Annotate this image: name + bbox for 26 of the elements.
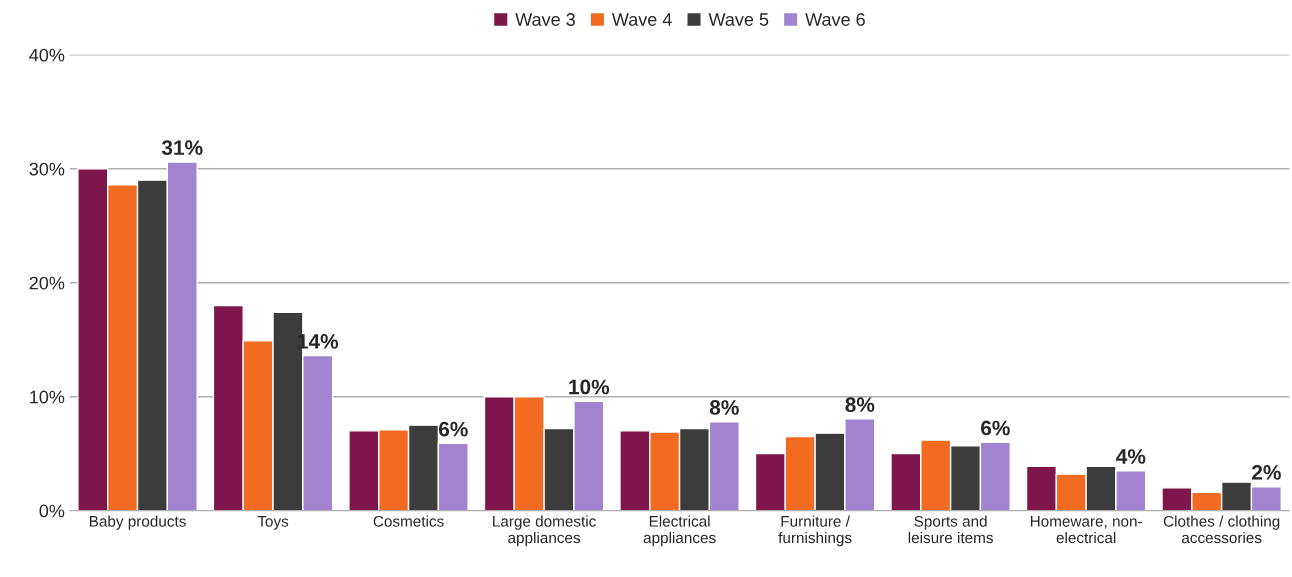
- data-label: 8%: [845, 397, 875, 413]
- data-label: 6%: [438, 421, 468, 437]
- x-tick-label: Cosmetics: [373, 515, 444, 527]
- data-label: 4%: [1116, 449, 1146, 464]
- x-tick-label: Sports and leisure items: [908, 515, 993, 544]
- data-label: 8%: [709, 400, 739, 415]
- y-tick-label: 0%: [39, 504, 65, 518]
- legend-label: Wave 5: [708, 13, 769, 26]
- x-tick-label: Baby products: [89, 515, 186, 530]
- x-tick-label: Clothes / clothing accessories: [1163, 515, 1280, 544]
- x-tick-label: Furniture / furnishings: [778, 515, 852, 547]
- y-tick-label: 20%: [29, 276, 65, 290]
- y-tick-label: 40%: [29, 48, 65, 62]
- y-tick-label: 30%: [29, 162, 65, 176]
- legend-label: Wave 6: [805, 13, 865, 26]
- x-tick-label: Electrical appliances: [643, 515, 716, 547]
- legend-label: Wave 4: [611, 13, 672, 26]
- data-label: 6%: [981, 420, 1010, 436]
- x-tick-label: Large domestic appliances: [493, 515, 596, 547]
- x-tick-label: Homeware, non- electrical: [1030, 516, 1142, 544]
- y-tick-label: 10%: [30, 390, 65, 404]
- data-label: 31%: [161, 140, 203, 156]
- data-label: 10%: [569, 379, 610, 395]
- data-label: 2%: [1252, 465, 1281, 480]
- x-tick-label: Toys: [257, 516, 289, 530]
- legend-label: Wave 3: [515, 13, 575, 26]
